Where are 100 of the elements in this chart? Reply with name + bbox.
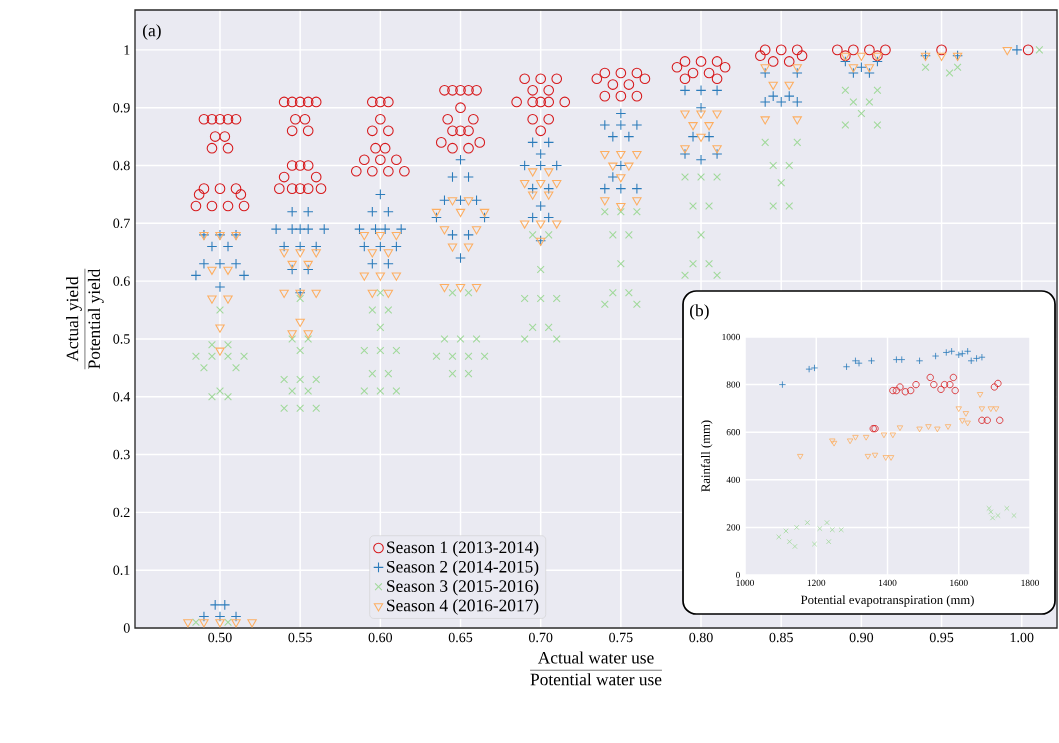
point: [851, 357, 860, 365]
point: [810, 364, 819, 372]
x-tick-label: 0.50: [208, 632, 232, 643]
x-tick-label: 1400: [878, 579, 897, 586]
point: [887, 455, 895, 461]
x-tick-label: 0.95: [929, 632, 954, 643]
point: [846, 438, 854, 445]
point: [805, 365, 813, 373]
x-axis-title: Potential evapotranspiration (mm): [800, 595, 974, 607]
point: [925, 424, 932, 430]
point: [948, 347, 956, 355]
point: [855, 359, 863, 367]
legend-label: Season 1 (2013-2014): [387, 541, 539, 557]
point: [907, 386, 915, 395]
point: [776, 534, 782, 540]
y-axis-title: $\frac{\mbox{Actual yield}}{\mbox{Potential yield}}$: [66, 268, 104, 370]
point: [946, 381, 954, 389]
point: [978, 416, 986, 424]
y-tick-label: 0.6: [113, 276, 130, 286]
x-tick-label: 0.90: [849, 632, 874, 643]
y-tick-label: 1000: [722, 333, 740, 341]
x-tick-label: 1600: [950, 579, 968, 586]
point: [817, 525, 823, 532]
point: [826, 539, 832, 545]
point: [958, 350, 966, 358]
y-tick-label: 400: [726, 476, 740, 483]
point: [959, 418, 966, 424]
legend-label: Season 2 (2014-2015): [387, 560, 539, 577]
point: [926, 373, 934, 382]
y-tick-label: 0: [123, 623, 130, 633]
point: [996, 416, 1004, 424]
x-tick-label: 1.00: [1010, 632, 1034, 643]
y-tick-label: 0.9: [113, 102, 130, 113]
point: [838, 527, 844, 533]
point: [988, 509, 994, 515]
x-tick-label: 0.70: [528, 632, 553, 643]
point: [842, 363, 851, 371]
point: [804, 519, 811, 526]
point: [824, 519, 830, 526]
point: [901, 388, 909, 396]
y-axis-title: Rainfall (mm): [700, 420, 713, 492]
point: [951, 386, 959, 395]
point: [937, 385, 945, 393]
point: [898, 356, 906, 364]
point: [889, 432, 897, 439]
y-tick-label: 0.4: [113, 392, 131, 402]
annotation: (b): [690, 304, 709, 320]
point: [829, 527, 835, 533]
x-tick-label: 0.85: [769, 632, 793, 643]
point: [967, 357, 975, 365]
point: [990, 383, 998, 391]
point: [792, 543, 798, 550]
point: [955, 351, 963, 359]
point: [892, 386, 901, 395]
point: [892, 356, 901, 364]
y-tick-label: 800: [726, 381, 740, 388]
point: [978, 406, 986, 412]
x-tick-label: 1000: [736, 579, 754, 586]
y-tick-label: 200: [726, 524, 740, 531]
point: [994, 379, 1002, 388]
x-tick-label: 0.80: [689, 632, 713, 643]
y-tick-label: 0.8: [113, 160, 130, 171]
point: [880, 432, 888, 439]
point: [864, 454, 872, 460]
y-tick-label: 1: [124, 45, 130, 55]
point: [949, 373, 958, 382]
point: [976, 392, 984, 398]
x-tick-label: 0.65: [448, 632, 473, 643]
point: [955, 406, 962, 412]
point: [932, 352, 940, 360]
point: [987, 406, 994, 412]
point: [794, 524, 800, 531]
point: [896, 383, 904, 391]
point: [992, 406, 1000, 412]
point: [930, 381, 938, 389]
y-tick-label: 600: [726, 429, 740, 436]
point: [964, 420, 971, 427]
y-tick-label: 0: [735, 571, 740, 579]
point: [978, 353, 986, 361]
point: [942, 348, 950, 357]
legend-label: Season 3 (2015-2016): [387, 579, 539, 596]
point: [778, 381, 787, 389]
point: [940, 381, 949, 389]
y-tick-label: 0.7: [113, 218, 130, 229]
y-tick-label: 0.2: [113, 507, 130, 518]
y-tick-label: 0.1: [113, 565, 130, 575]
annotation: (a): [143, 24, 161, 40]
point: [1004, 505, 1010, 512]
y-tick-label: 0.5: [113, 334, 130, 344]
point: [871, 452, 879, 459]
x-tick-label: 1200: [807, 579, 826, 586]
point: [964, 347, 972, 355]
point: [882, 455, 889, 461]
point: [972, 354, 981, 363]
point: [852, 434, 859, 441]
point: [916, 426, 923, 433]
point: [934, 426, 941, 433]
point: [912, 381, 920, 389]
x-axis-title: $\frac{\mbox{Actual water use}}{\mbox{Potential water use}}$: [530, 651, 662, 686]
point: [983, 416, 991, 424]
